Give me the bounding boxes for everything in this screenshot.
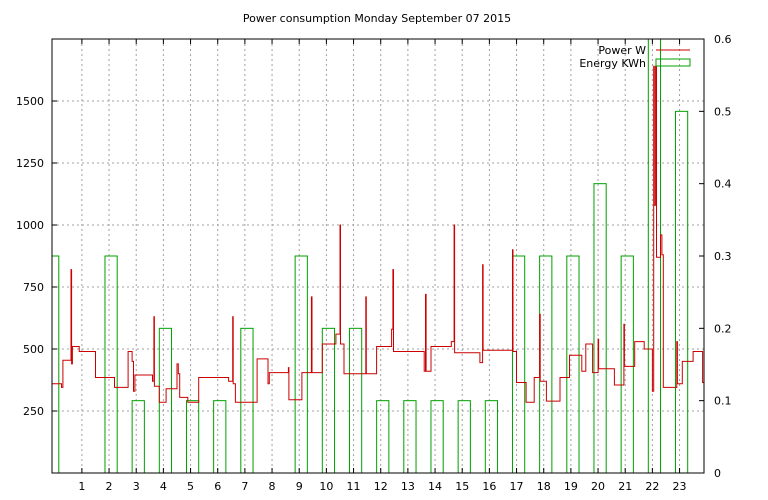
x-tick-label: 22 <box>645 480 659 493</box>
x-tick-label: 7 <box>241 480 248 493</box>
x-tick-label: 4 <box>160 480 167 493</box>
y-left-tick-label: 1500 <box>16 95 44 108</box>
y-left-tick-label: 750 <box>23 281 44 294</box>
y-right-tick-label: 0.5 <box>714 105 732 118</box>
x-tick-label: 5 <box>187 480 194 493</box>
y-left-tick-label: 1000 <box>16 219 44 232</box>
y-left-tick-label: 500 <box>23 343 44 356</box>
x-tick-label: 15 <box>455 480 469 493</box>
y-right-tick-label: 0.1 <box>714 395 732 408</box>
y-right-tick-label: 0.3 <box>714 250 732 263</box>
x-tick-label: 1 <box>78 480 85 493</box>
x-tick-label: 21 <box>618 480 632 493</box>
x-tick-label: 10 <box>319 480 333 493</box>
axes: 1 2 3 4 5 6 7 8 9 10 11 12 13 14 15 16 17 18 19 20 21 22 23250… <box>16 33 732 493</box>
x-tick-label: 9 <box>296 480 303 493</box>
x-tick-label: 8 <box>269 480 276 493</box>
power-w-series <box>52 65 704 403</box>
x-tick-label: 23 <box>673 480 687 493</box>
legend-swatch-energy <box>655 58 691 67</box>
x-tick-label: 6 <box>214 480 221 493</box>
x-tick-label: 13 <box>401 480 415 493</box>
chart-title: Power consumption Monday September 07 20… <box>243 12 511 25</box>
x-tick-label: 16 <box>482 480 496 493</box>
x-tick-label: 19 <box>564 480 578 493</box>
x-tick-label: 14 <box>428 480 442 493</box>
legend-label-power: Power W <box>598 44 646 57</box>
power-line <box>52 65 704 403</box>
x-tick-label: 3 <box>133 480 140 493</box>
y-right-tick-label: 0.6 <box>714 33 732 46</box>
x-tick-label: 17 <box>510 480 524 493</box>
y-right-tick-label: 0 <box>714 467 721 480</box>
y-right-tick-label: 0.2 <box>714 322 732 335</box>
x-tick-label: 2 <box>106 480 113 493</box>
x-tick-label: 18 <box>537 480 551 493</box>
x-tick-label: 11 <box>347 480 361 493</box>
x-tick-label: 20 <box>591 480 605 493</box>
legend-label-energy: Energy KWh <box>579 57 646 70</box>
legend: Power W Energy KWh <box>579 44 691 70</box>
y-left-tick-label: 250 <box>23 405 44 418</box>
y-left-tick-label: 1250 <box>16 157 44 170</box>
x-tick-label: 12 <box>374 480 388 493</box>
y-right-tick-label: 0.4 <box>714 178 732 191</box>
